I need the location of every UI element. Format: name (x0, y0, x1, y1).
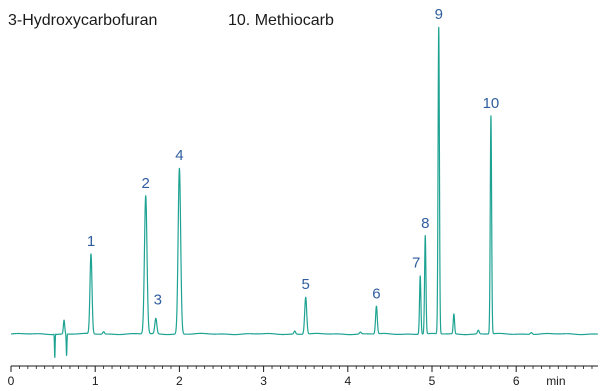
peak-label: 1 (87, 233, 95, 250)
x-tick-label: 0 (8, 374, 15, 388)
peak-label: 9 (435, 6, 443, 23)
legend-right-text: 10. Methiocarb (228, 12, 334, 29)
x-tick-label: 6 (513, 374, 520, 388)
x-tick-label: 5 (429, 374, 436, 388)
peak-label: 5 (302, 276, 310, 293)
peak-label: 3 (154, 292, 162, 309)
x-axis-unit-label: min (546, 374, 565, 388)
peak-label: 2 (142, 175, 150, 192)
x-tick-label: 1 (92, 374, 99, 388)
peak-label: 4 (175, 147, 183, 164)
peak-label: 10 (483, 95, 500, 112)
plot-area: 0 1 2 3 4 5 6 min 1 2 3 4 5 6 7 8 9 10 (8, 6, 599, 388)
x-tick-label: 3 (260, 374, 267, 388)
peak-label: 7 (412, 255, 420, 272)
legend-left-text: 3-Hydroxycarbofuran (8, 12, 157, 29)
peak-label: 8 (421, 215, 429, 232)
peak-label: 6 (372, 285, 380, 302)
chromatogram-trace (10, 26, 599, 358)
x-tick-label: 2 (176, 374, 183, 388)
x-tick-label: 4 (344, 374, 351, 388)
